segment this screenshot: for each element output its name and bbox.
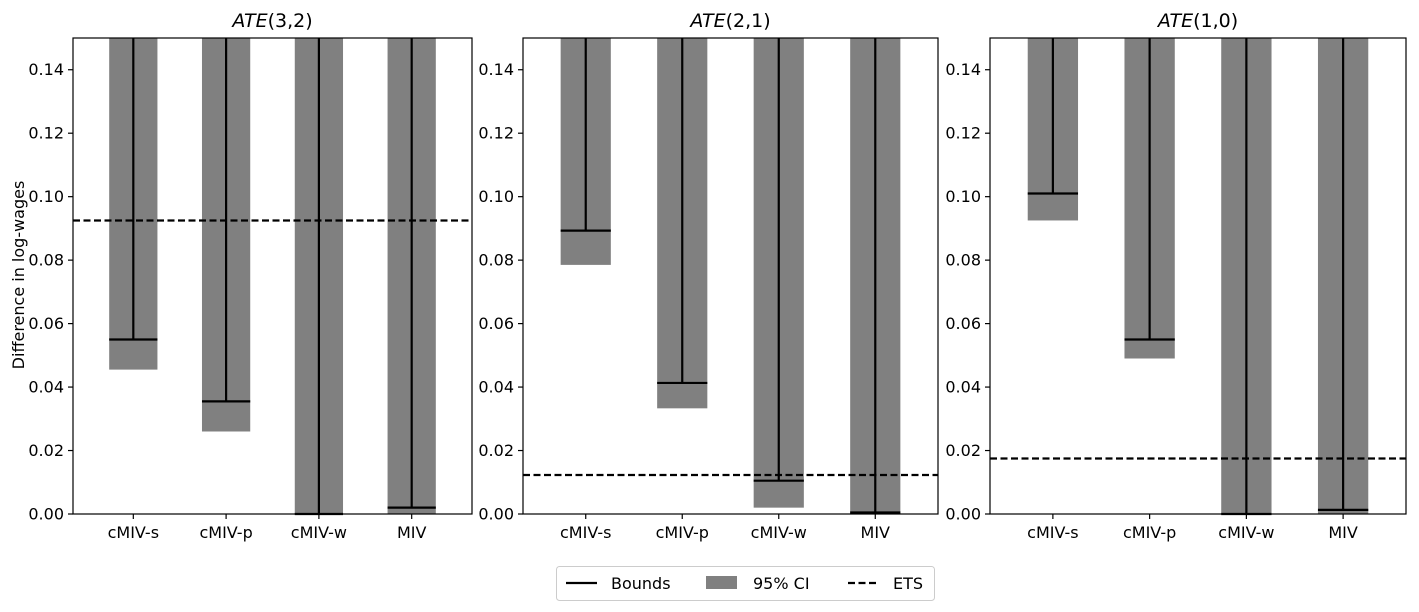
- x-tick-label: cMIV-s: [1027, 523, 1078, 542]
- panel-ate-2-1: 0.00 0.02 0.04 0.06 0.08 0.10 0.12 0.14 cMIV-s cM…: [478, 10, 939, 542]
- x-tick-label: MIV: [861, 523, 891, 542]
- legend-ets-label: ETS: [893, 574, 923, 593]
- y-tick-label: 0.00: [945, 505, 981, 524]
- x-tick-label: cMIV-p: [656, 523, 709, 542]
- y-tick-label: 0.02: [945, 441, 981, 460]
- x-tick-label: cMIV-s: [560, 523, 611, 542]
- y-tick-label: 0.06: [945, 314, 981, 333]
- x-tick-label: cMIV-p: [199, 523, 252, 542]
- axes-frame: [72, 37, 473, 515]
- x-tick-label: MIV: [397, 523, 427, 542]
- y-tick-label: 0.12: [28, 124, 64, 143]
- panel-title: ATE(2,1): [688, 10, 770, 32]
- y-tick-label: 0.10: [28, 187, 64, 206]
- legend: Bounds 95% CI ETS: [556, 566, 935, 601]
- y-tick-label: 0.04: [478, 378, 514, 397]
- y-tick-label: 0.14: [478, 60, 514, 79]
- y-tick-label: 0.08: [945, 251, 981, 270]
- axes-frame: [522, 37, 939, 515]
- y-tick-label: 0.04: [28, 378, 64, 397]
- legend-ci-swatch: [706, 576, 737, 589]
- legend-bounds-label: Bounds: [611, 574, 671, 593]
- panel-title: ATE(1,0): [1156, 10, 1238, 32]
- panel-ate-1-0: 0.00 0.02 0.04 0.06 0.08 0.10 0.12 0.14 cMIV-s cM…: [945, 10, 1407, 542]
- x-tick-label: cMIV-w: [751, 523, 807, 542]
- y-tick-label: 0.10: [945, 187, 981, 206]
- y-tick-label: 0.12: [478, 124, 514, 143]
- legend-ci-label: 95% CI: [753, 574, 810, 593]
- x-tick-label: cMIV-w: [1218, 523, 1274, 542]
- legend-frame: [556, 566, 935, 601]
- y-axis-label: Difference in log-wages: [9, 181, 28, 370]
- y-tick-label: 0.10: [478, 187, 514, 206]
- y-tick-label: 0.04: [945, 378, 981, 397]
- axes-frame: [989, 37, 1407, 515]
- y-tick-label: 0.14: [945, 60, 981, 79]
- x-tick-label: cMIV-p: [1123, 523, 1176, 542]
- panel-title: ATE(3,2): [230, 10, 312, 32]
- y-tick-label: 0.08: [28, 251, 64, 270]
- y-tick-label: 0.00: [28, 505, 64, 524]
- y-tick-label: 0.08: [478, 251, 514, 270]
- y-tick-label: 0.06: [28, 314, 64, 333]
- x-tick-label: cMIV-w: [291, 523, 347, 542]
- x-tick-label: MIV: [1328, 523, 1358, 542]
- y-tick-label: 0.02: [478, 441, 514, 460]
- y-tick-label: 0.14: [28, 60, 64, 79]
- y-tick-label: 0.06: [478, 314, 514, 333]
- x-tick-label: cMIV-s: [108, 523, 159, 542]
- y-tick-label: 0.12: [945, 124, 981, 143]
- y-tick-label: 0.00: [478, 505, 514, 524]
- panel-ate-3-2: 0.00 0.02 0.04 0.06 0.08 0.10 0.12 0.14 cMIV-s cM…: [28, 10, 473, 542]
- y-tick-label: 0.02: [28, 441, 64, 460]
